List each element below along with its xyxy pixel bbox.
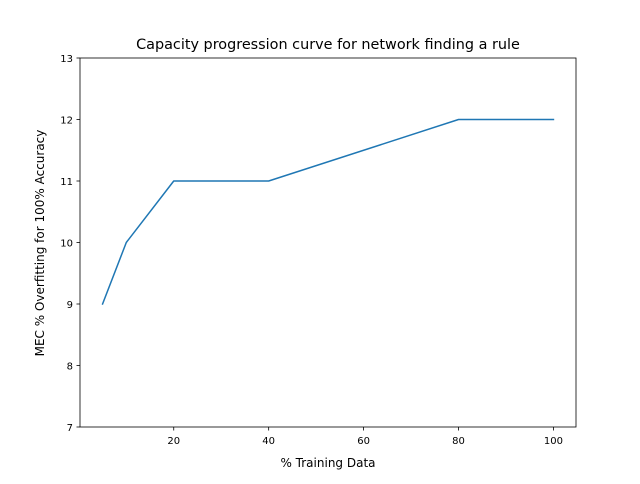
y-tick-label: 13 bbox=[60, 54, 73, 65]
plot-area: 20 40 60 80 100 7 8 9 10 11 12 13 bbox=[60, 54, 577, 447]
series-line-capacity bbox=[101, 118, 555, 305]
y-tick-label: 10 bbox=[60, 239, 73, 250]
chart-title: Capacity progression curve for network f… bbox=[136, 37, 520, 53]
x-tick-label: 20 bbox=[167, 436, 180, 447]
x-tick-label: 100 bbox=[544, 436, 563, 447]
y-tick-label: 11 bbox=[60, 177, 73, 188]
x-axis-label: % Training Data bbox=[280, 456, 375, 470]
y-tick-label: 7 bbox=[67, 423, 73, 434]
y-axis-label: MEC % Overfitting for 100% Accuracy bbox=[33, 130, 47, 357]
x-tick-label: 60 bbox=[357, 436, 370, 447]
x-tick-label: 40 bbox=[262, 436, 275, 447]
y-tick-label: 12 bbox=[60, 116, 73, 127]
x-tick-label: 80 bbox=[452, 436, 465, 447]
y-tick-label: 8 bbox=[67, 362, 73, 373]
y-tick-label: 9 bbox=[67, 300, 73, 311]
